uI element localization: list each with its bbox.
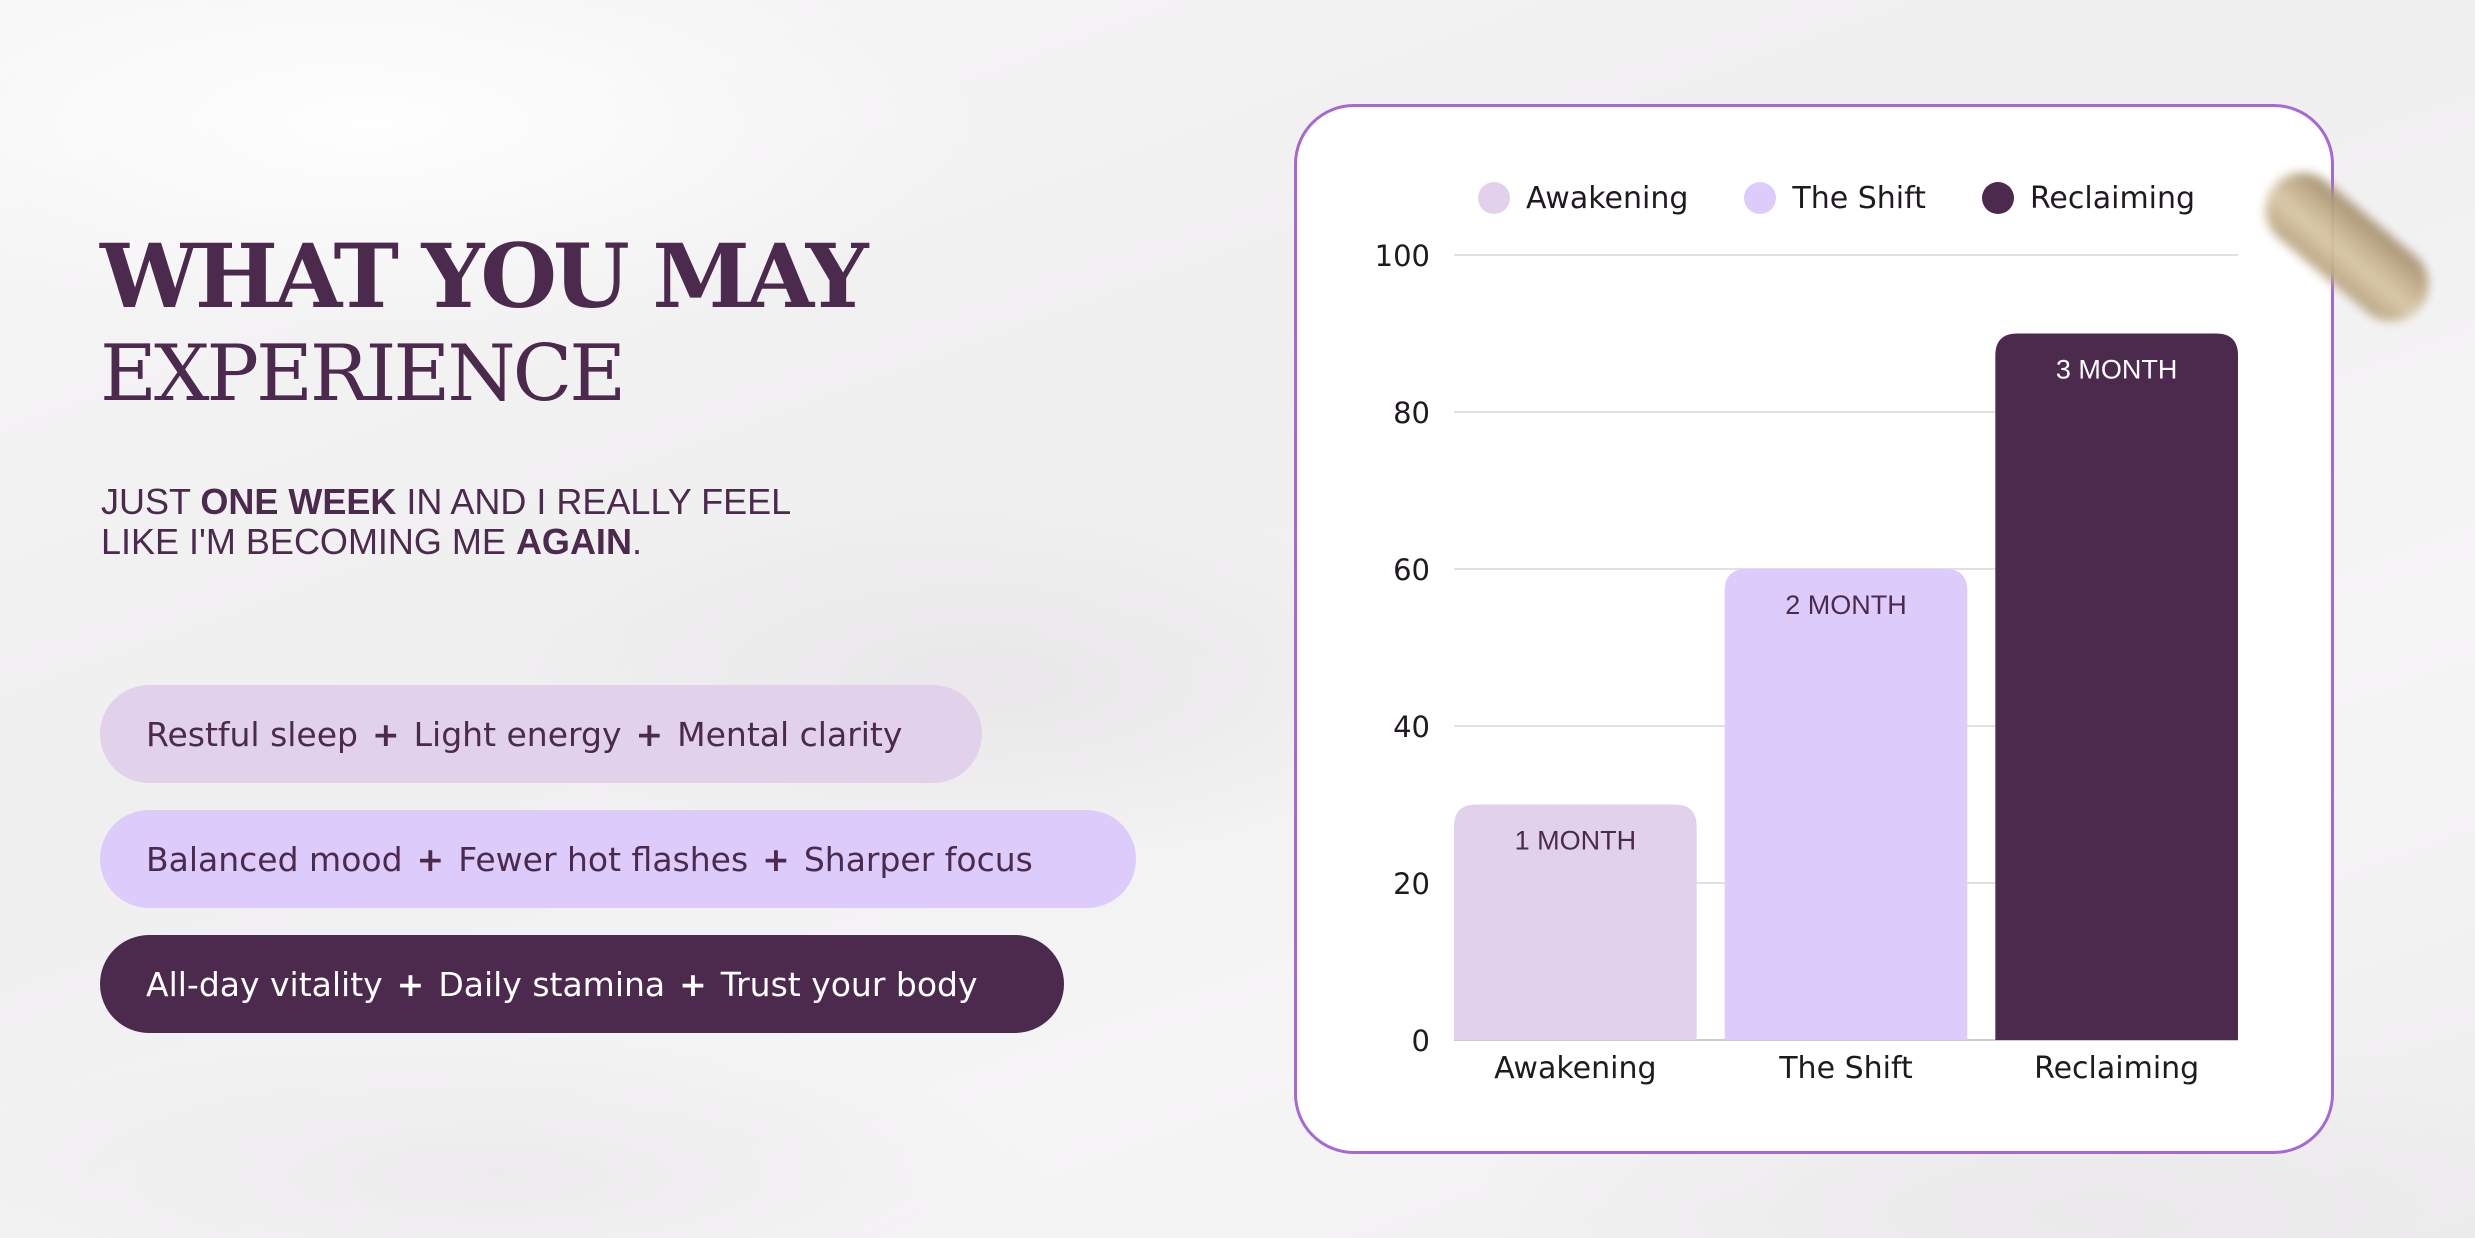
bar-the-shift — [1724, 569, 1968, 1040]
bar-data-label: 2 MONTH — [1785, 590, 1907, 620]
y-tick-label: 100 — [1375, 239, 1430, 273]
x-tick-label: Awakening — [1494, 1051, 1656, 1086]
quote-text: IN AND I REALLY FEEL — [396, 481, 792, 522]
bar-awakening — [1454, 804, 1697, 1040]
plus-icon: + — [762, 839, 790, 879]
bar-data-label: 1 MONTH — [1515, 826, 1637, 856]
testimonial-quote: JUST ONE WEEK IN AND I REALLY FEEL LIKE … — [101, 482, 791, 562]
legend-item-reclaiming: Reclaiming — [1981, 180, 2196, 216]
legend-item-the-shift: The Shift — [1744, 181, 1926, 216]
quote-emphasis: ONE WEEK — [200, 481, 397, 522]
plus-icon: + — [679, 964, 707, 1004]
heading-line-2: EXPERIENCE — [100, 329, 626, 419]
y-tick-label: 60 — [1393, 553, 1430, 587]
benefit-pill-1: Restful sleep + Light energy + Mental clarit… — [100, 685, 982, 783]
benefit-item: Restful sleep — [146, 714, 358, 754]
benefit-item: Sharper focus — [803, 839, 1033, 879]
plus-icon: + — [372, 714, 400, 754]
plus-icon: + — [635, 714, 664, 754]
bar-data-label: 3 MONTH — [2056, 355, 2178, 385]
benefit-item: Mental clarity — [677, 714, 903, 754]
page-heading: WHAT YOU MAY EXPERIENCE — [100, 224, 869, 424]
benefit-item: Fewer hot flashes — [458, 839, 749, 879]
chart-legend: Awakening The Shift Reclaiming — [1478, 176, 2195, 220]
plus-icon: + — [396, 964, 425, 1004]
quote-emphasis: AGAIN — [515, 521, 632, 562]
y-tick-label: 80 — [1393, 396, 1430, 430]
benefit-item: Daily stamina — [438, 964, 666, 1004]
quote-text: LIKE I'M BECOMING ME — [101, 521, 516, 562]
legend-label: The Shift — [1792, 180, 1926, 216]
benefit-item: All-day vitality — [146, 964, 383, 1004]
quote-text: . — [631, 521, 642, 562]
y-tick-label: 0 — [1412, 1024, 1430, 1058]
benefit-item: Balanced mood — [146, 839, 403, 879]
quote-text: JUST — [101, 481, 201, 522]
x-tick-label: The Shift — [1778, 1051, 1913, 1086]
y-tick-label: 20 — [1393, 867, 1430, 901]
y-tick-label: 40 — [1393, 710, 1430, 744]
x-tick-label: Reclaiming — [2034, 1051, 2199, 1086]
quote-row-2: LIKE I'M BECOMING ME AGAIN. — [101, 522, 791, 562]
legend-label: Reclaiming — [2029, 180, 2196, 216]
benefit-item: Trust your body — [720, 964, 978, 1004]
legend-item-awakening: Awakening — [1478, 181, 1688, 216]
legend-swatch — [1478, 182, 1510, 214]
heading-line-1: WHAT YOU MAY — [100, 224, 869, 328]
benefit-pill-3: All-day vitality + Daily stamina + Trust you… — [100, 935, 1064, 1033]
legend-swatch — [1744, 182, 1777, 214]
quote-row-1: JUST ONE WEEK IN AND I REALLY FEEL — [101, 482, 791, 522]
legend-swatch — [1981, 182, 2014, 214]
benefit-pill-2: Balanced mood + Fewer hot flashes + Sharper … — [100, 810, 1136, 908]
benefit-item: Light energy — [413, 714, 622, 754]
bar-reclaiming — [1995, 333, 2238, 1040]
plus-icon: + — [416, 839, 445, 879]
legend-label: Awakening — [1526, 180, 1689, 216]
